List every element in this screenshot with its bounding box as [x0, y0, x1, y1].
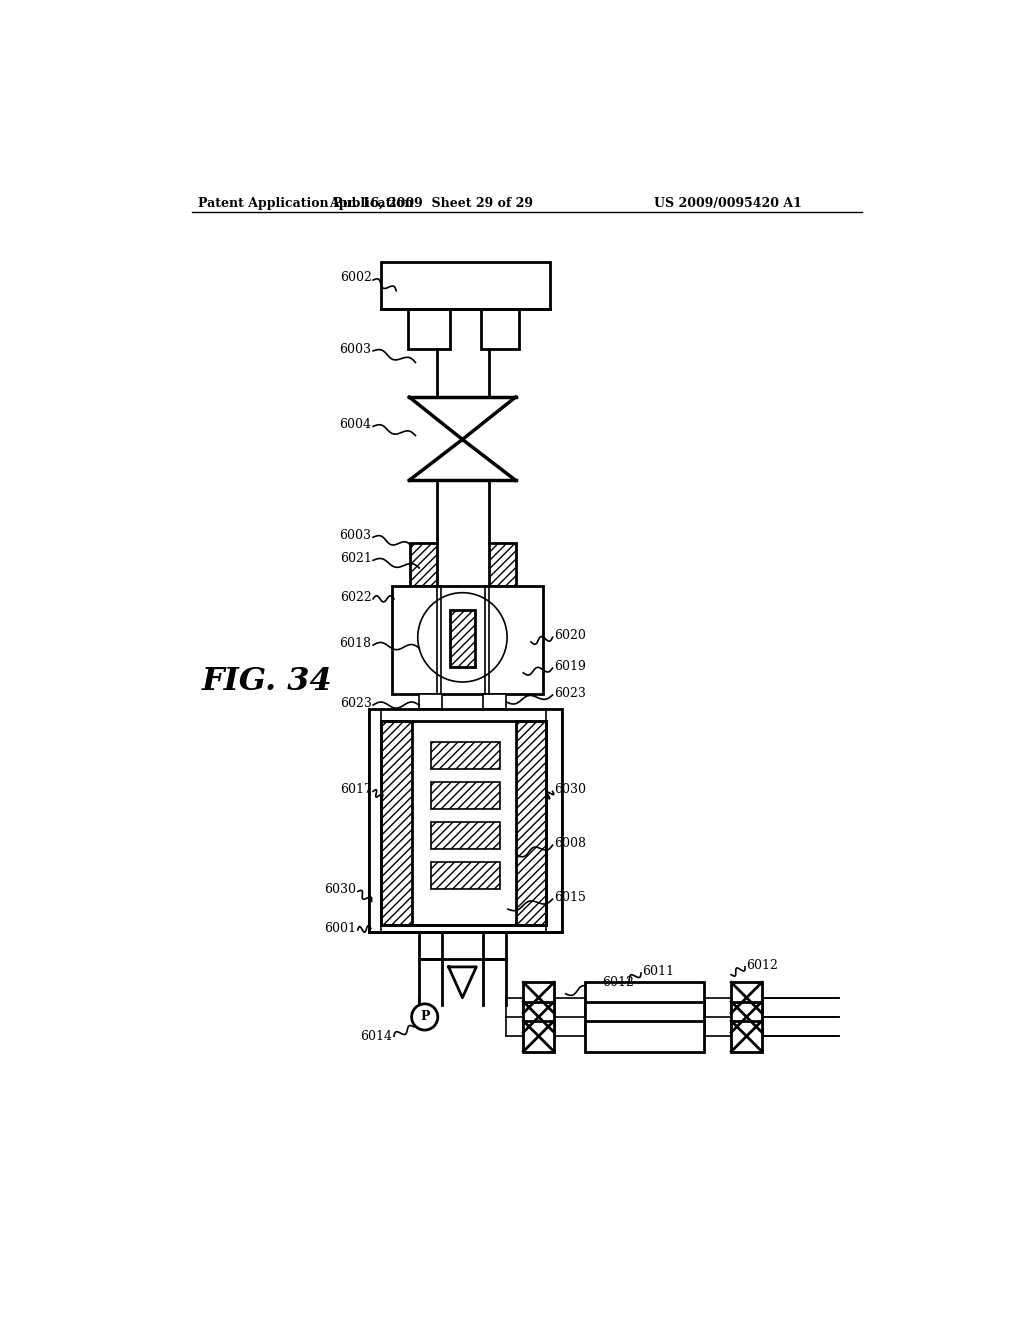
Bar [419, 693, 442, 709]
Bar [431, 781, 500, 809]
Bar [731, 982, 762, 1014]
Bar [431, 862, 500, 890]
Text: 6008: 6008 [554, 837, 586, 850]
Text: 6017: 6017 [340, 783, 372, 796]
Bar [381, 263, 550, 309]
Text: FIG. 34: FIG. 34 [203, 667, 333, 697]
Text: 6030: 6030 [554, 783, 586, 796]
Text: 6023: 6023 [554, 686, 586, 700]
Bar [483, 693, 506, 709]
Text: Apr. 16, 2009  Sheet 29 of 29: Apr. 16, 2009 Sheet 29 of 29 [329, 197, 532, 210]
Bar [523, 982, 554, 1014]
Text: 6003: 6003 [340, 343, 372, 356]
Bar [515, 721, 547, 924]
Text: P: P [420, 1010, 429, 1023]
Text: 6020: 6020 [554, 630, 586, 643]
Text: 6023: 6023 [340, 697, 372, 710]
Bar [370, 709, 562, 932]
Text: 6004: 6004 [340, 417, 372, 430]
Text: 6019: 6019 [554, 660, 586, 673]
Bar [585, 1002, 705, 1032]
Text: Patent Application Publication: Patent Application Publication [199, 197, 414, 210]
Bar [585, 1020, 705, 1052]
Bar [731, 1002, 762, 1032]
Bar [731, 1020, 762, 1052]
Bar [381, 721, 412, 924]
Bar [431, 822, 500, 849]
Text: 6011: 6011 [643, 965, 675, 978]
Bar [451, 610, 475, 667]
Bar [392, 586, 543, 693]
Bar [408, 309, 451, 350]
Text: 6021: 6021 [340, 552, 372, 565]
Text: 6012: 6012 [746, 958, 778, 972]
Bar [481, 309, 519, 350]
Bar [523, 1020, 554, 1052]
Text: 6014: 6014 [360, 1030, 392, 1043]
Bar [585, 982, 705, 1014]
Bar [410, 544, 437, 586]
Text: 6001: 6001 [325, 921, 356, 935]
Bar [483, 932, 506, 960]
Text: 6012: 6012 [602, 975, 635, 989]
Circle shape [412, 1005, 438, 1030]
Bar [488, 544, 515, 586]
Text: 6022: 6022 [340, 591, 372, 603]
Text: 6003: 6003 [340, 529, 372, 543]
Text: 6030: 6030 [325, 883, 356, 896]
Polygon shape [449, 966, 476, 998]
Text: US 2009/0095420 A1: US 2009/0095420 A1 [654, 197, 802, 210]
Text: 6018: 6018 [340, 638, 372, 649]
Bar [431, 742, 500, 770]
Bar [381, 721, 547, 924]
Text: 6002: 6002 [340, 271, 372, 284]
Bar [523, 1002, 554, 1032]
Bar [419, 932, 442, 960]
Text: 6015: 6015 [554, 891, 586, 904]
